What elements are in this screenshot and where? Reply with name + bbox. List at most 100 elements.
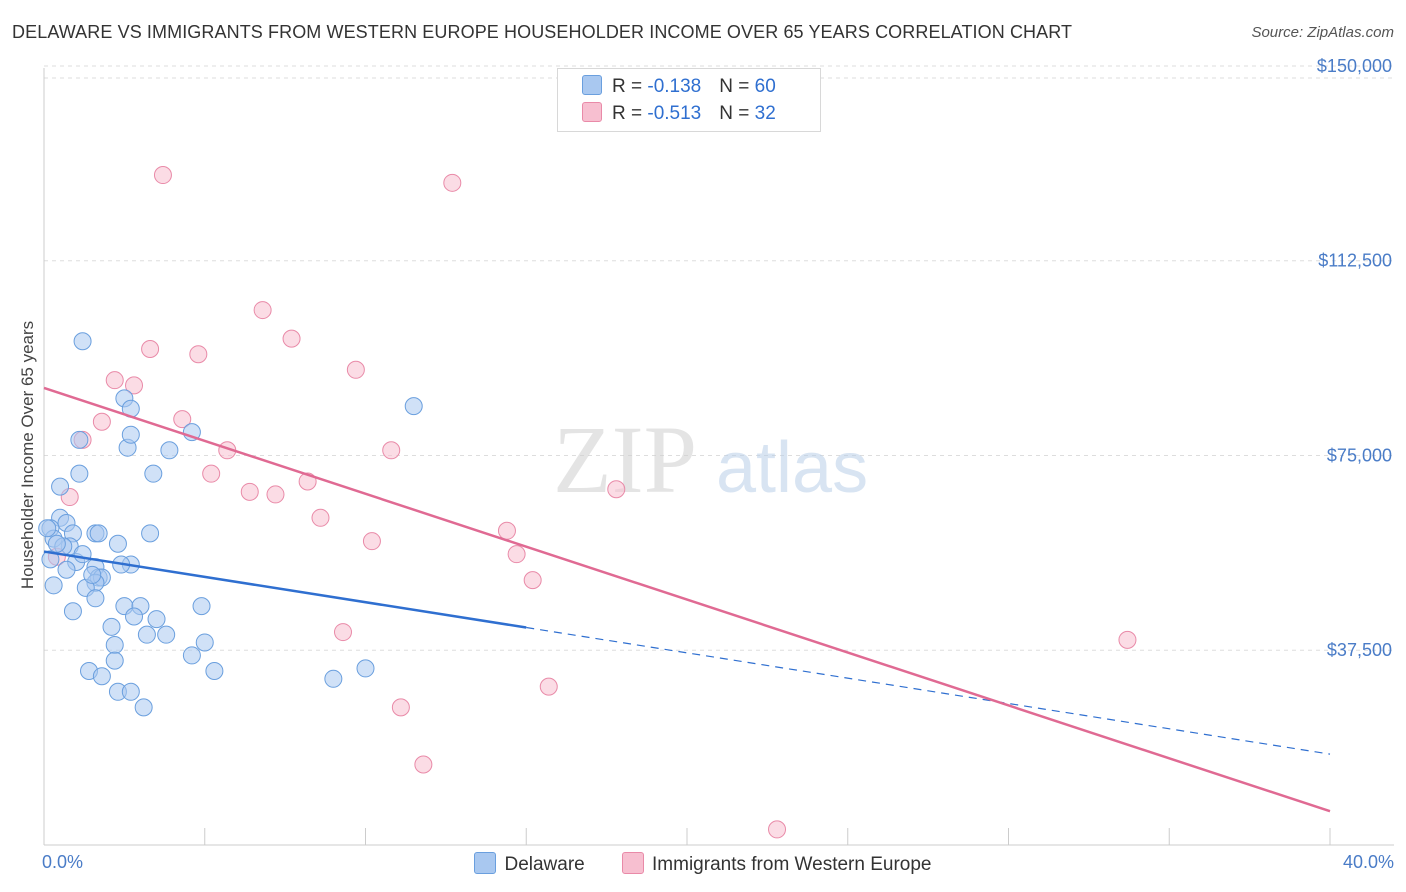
immigrants-point [92, 412, 111, 431]
legend-r-value: -0.513 [647, 103, 702, 124]
bottom-legend-delaware: Delaware [474, 852, 585, 876]
immigrants-point [346, 360, 365, 379]
delaware-point [108, 534, 127, 553]
legend-n-value: 60 [754, 76, 776, 97]
delaware-point [44, 576, 63, 595]
immigrants-point [282, 329, 301, 348]
delaware-point [141, 524, 160, 543]
x-tick-label-min: 0.0% [42, 852, 84, 872]
x-ticks [204, 828, 1331, 845]
delaware-point [182, 646, 201, 665]
legend-n-value: 32 [754, 103, 776, 124]
delaware-point [89, 524, 108, 543]
gridlines [44, 65, 1394, 651]
immigrants-point [189, 345, 208, 364]
delaware-point [356, 659, 375, 678]
source-label: Source: ZipAtlas.com [1251, 24, 1394, 41]
legend-n-label: N = [719, 76, 755, 97]
delaware-point [144, 464, 163, 483]
y-tick-label: $150,000 [1317, 56, 1392, 76]
delaware-trend-line [43, 550, 527, 629]
immigrants-point [202, 464, 221, 483]
delaware-point [73, 332, 92, 351]
watermark-atlas: atlas [716, 428, 868, 508]
delaware-point [125, 607, 144, 626]
delaware-point [83, 565, 102, 584]
immigrants-point [507, 545, 526, 564]
immigrants-point [333, 623, 352, 642]
delaware-point [70, 464, 89, 483]
bottom-legend-immigrants: Immigrants from Western Europe [622, 852, 932, 876]
immigrants-point [1118, 630, 1137, 649]
legend-swatch-immigrants [582, 102, 602, 122]
immigrants-trend-line [43, 386, 1331, 813]
delaware-trend-extension [526, 626, 1331, 755]
delaware-point [41, 550, 60, 569]
delaware-point [63, 602, 82, 621]
delaware-point [73, 545, 92, 564]
legend-n-label: N = [719, 103, 755, 124]
bottom-legend: Delaware Immigrants from Western Europe [0, 852, 1406, 876]
watermark: ZIP atlas [553, 406, 868, 513]
delaware-point [38, 519, 57, 538]
immigrants-point [141, 340, 160, 359]
legend-r-value: -0.138 [647, 76, 702, 97]
legend-swatch-delaware [582, 75, 602, 95]
legend-row-delaware: R = -0.138 N = 60 [582, 75, 776, 99]
delaware-point [137, 625, 156, 644]
immigrants-point [768, 820, 787, 839]
immigrants-point [523, 571, 542, 590]
immigrants-point [125, 376, 144, 395]
immigrants-point [153, 166, 172, 185]
trend-lines [43, 386, 1331, 813]
immigrants-point [266, 485, 285, 504]
x-tick-label-max: 40.0% [1342, 852, 1394, 872]
delaware-point [105, 651, 124, 670]
delaware-point [86, 589, 105, 608]
y-tick-label: $37,500 [1327, 640, 1392, 660]
immigrants-point [240, 482, 259, 501]
delaware-point [105, 636, 124, 655]
watermark-zip: ZIP [553, 406, 697, 513]
bottom-legend-label: Delaware [504, 854, 585, 875]
immigrants-point [539, 677, 558, 696]
immigrants-point [105, 371, 124, 390]
delaware-point [324, 669, 343, 688]
immigrants-point [173, 410, 192, 429]
series-delaware-points [38, 332, 423, 717]
chart-title: DELAWARE VS IMMIGRANTS FROM WESTERN EURO… [12, 22, 1073, 42]
delaware-point [205, 662, 224, 681]
immigrants-point [391, 698, 410, 717]
immigrants-point [414, 755, 433, 774]
delaware-point [160, 441, 179, 460]
legend-row-immigrants: R = -0.513 N = 32 [582, 102, 776, 126]
delaware-point [157, 625, 176, 644]
legend-r-label: R = [612, 76, 648, 97]
y-tick-label: $112,500 [1318, 251, 1392, 271]
delaware-point [147, 610, 166, 629]
immigrants-point [607, 480, 626, 499]
legend-r-label: R = [612, 103, 648, 124]
legend: R = -0.138 N = 60 R = -0.513 N = 32 [557, 68, 821, 132]
delaware-point [70, 430, 89, 449]
delaware-point [195, 633, 214, 652]
bottom-legend-label: Immigrants from Western Europe [652, 854, 932, 875]
delaware-point [134, 698, 153, 717]
delaware-point [121, 682, 140, 701]
delaware-point [121, 425, 140, 444]
immigrants-point [443, 173, 462, 192]
delaware-point [92, 667, 111, 686]
bottom-legend-swatch-delaware [474, 852, 497, 874]
delaware-point [192, 597, 211, 616]
immigrants-point [311, 508, 330, 527]
y-tick-labels: $37,500 $75,000 $112,500 $150,000 [1317, 56, 1392, 660]
immigrants-point [253, 301, 272, 320]
immigrants-point [497, 521, 516, 540]
bottom-legend-swatch-immigrants [622, 852, 645, 874]
y-tick-label: $75,000 [1327, 445, 1392, 465]
delaware-point [47, 534, 66, 553]
delaware-point [404, 397, 423, 416]
delaware-point [102, 617, 121, 636]
immigrants-point [362, 532, 381, 551]
